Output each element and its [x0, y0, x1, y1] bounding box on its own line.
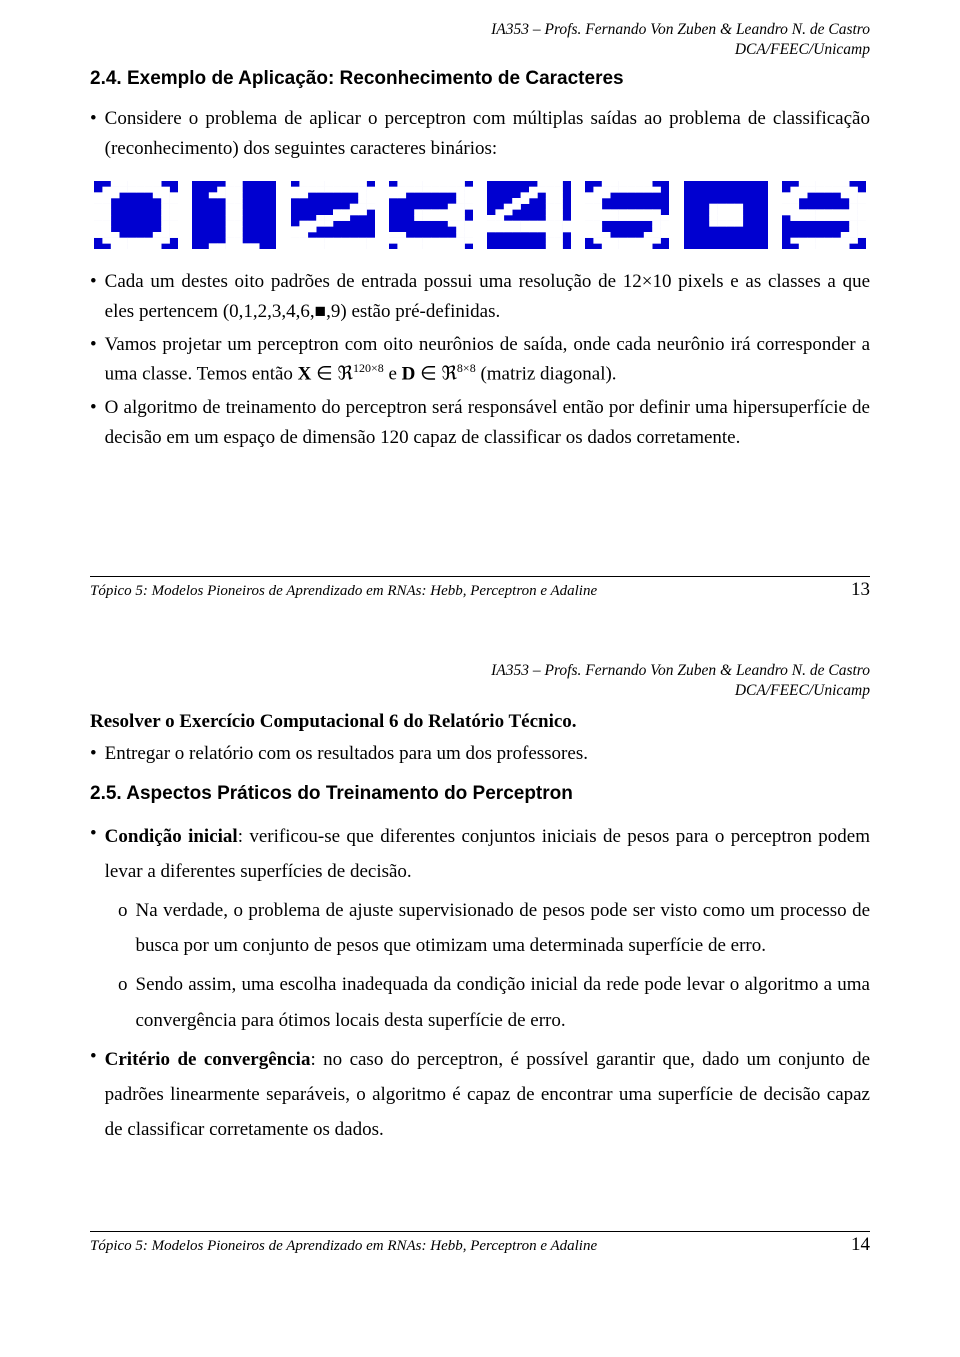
footer-text-2: Tópico 5: Modelos Pioneiros de Aprendiza…	[90, 1238, 597, 1255]
header-meta-2: IA353 – Profs. Fernando Von Zuben & Lean…	[90, 661, 870, 701]
p2-b2-bold: Condição inicial	[105, 826, 238, 847]
bullet-dot: •	[90, 393, 97, 422]
bullet-dot: •	[90, 330, 97, 359]
glyph-c0	[94, 181, 178, 249]
spacer	[90, 1151, 870, 1191]
footer-2: Tópico 5: Modelos Pioneiros de Aprendiza…	[90, 1231, 870, 1256]
b3-in2: ∈ ℜ	[415, 364, 457, 385]
b3-D: D	[402, 364, 416, 385]
b3-exp2: 8×8	[457, 361, 476, 375]
exercise-heading: Resolver o Exercício Computacional 6 do …	[90, 711, 870, 733]
footer-1: Tópico 5: Modelos Pioneiros de Aprendiza…	[90, 576, 870, 601]
bullet-dot: •	[90, 267, 97, 296]
p2-sub2: o Sendo assim, uma escolha inadequada da…	[118, 967, 870, 1037]
p2-sub1-text: Na verdade, o problema de ajuste supervi…	[136, 893, 871, 963]
section-heading-2-5: 2.5. Aspectos Práticos do Treinamento do…	[90, 783, 870, 805]
p2-b3-text: Critério de convergência: no caso do per…	[105, 1042, 870, 1147]
b3-in1: ∈ ℜ	[311, 364, 353, 385]
b3-X: X	[298, 364, 312, 385]
bullet-4: • O algoritmo de treinamento do perceptr…	[90, 393, 870, 452]
p2-bullet-2: • Condição inicial: verificou-se que dif…	[90, 819, 870, 889]
square-glyph: ■	[315, 301, 326, 322]
character-bitmap-row	[90, 181, 870, 249]
page-2: IA353 – Profs. Fernando Von Zuben & Lean…	[0, 611, 960, 1266]
p2-sub1: o Na verdade, o problema de ajuste super…	[118, 893, 870, 963]
bullet-dot: •	[90, 1042, 97, 1071]
bullet-3: • Vamos projetar um perceptron com oito …	[90, 330, 870, 389]
p2-b2-text: Condição inicial: verificou-se que difer…	[105, 819, 870, 889]
p2-bullet-1: • Entregar o relatório com os resultados…	[90, 739, 870, 768]
section-heading-2-4: 2.4. Exemplo de Aplicação: Reconheciment…	[90, 68, 870, 90]
b3-b: (matriz diagonal).	[476, 364, 617, 385]
header-meta: IA353 – Profs. Fernando Von Zuben & Lean…	[90, 20, 870, 60]
page-1: IA353 – Profs. Fernando Von Zuben & Lean…	[0, 0, 960, 611]
bullet-1: • Considere o problema de aplicar o perc…	[90, 104, 870, 163]
b2-b: ,9) estão pré-definidas.	[326, 301, 500, 322]
header-line1-2: IA353 – Profs. Fernando Von Zuben & Lean…	[90, 661, 870, 681]
bullet-2: • Cada um destes oito padrões de entrada…	[90, 267, 870, 326]
glyph-c4	[487, 181, 571, 249]
header-line1: IA353 – Profs. Fernando Von Zuben & Lean…	[90, 20, 870, 40]
p2-b3-bold: Critério de convergência	[105, 1049, 311, 1070]
glyph-c6	[585, 181, 669, 249]
header-line2-2: DCA/FEEC/Unicamp	[90, 681, 870, 701]
b3-e: e	[384, 364, 402, 385]
bullet-2-text: Cada um destes oito padrões de entrada p…	[105, 267, 870, 326]
sub-bullet-o: o	[118, 967, 128, 1002]
glyph-c9	[782, 181, 866, 249]
glyph-c2	[291, 181, 375, 249]
spacer	[90, 456, 870, 536]
bullet-3-text: Vamos projetar um perceptron com oito ne…	[105, 330, 870, 389]
p2-b1-text: Entregar o relatório com os resultados p…	[105, 739, 870, 768]
page-number-14: 14	[851, 1234, 870, 1256]
page-number-13: 13	[851, 579, 870, 601]
glyph-c1	[192, 181, 276, 249]
b3-exp1: 120×8	[353, 361, 384, 375]
glyph-cdot	[684, 181, 768, 249]
sub-bullet-o: o	[118, 893, 128, 928]
bullet-dot: •	[90, 739, 97, 768]
bullet-dot: •	[90, 104, 97, 133]
p2-sub2-text: Sendo assim, uma escolha inadequada da c…	[136, 967, 871, 1037]
bullet-4-text: O algoritmo de treinamento do perceptron…	[105, 393, 870, 452]
bullet-1-text: Considere o problema de aplicar o percep…	[105, 104, 870, 163]
header-line2: DCA/FEEC/Unicamp	[90, 40, 870, 60]
bullet-dot: •	[90, 819, 97, 848]
glyph-c3	[389, 181, 473, 249]
p2-bullet-3: • Critério de convergência: no caso do p…	[90, 1042, 870, 1147]
footer-text-1: Tópico 5: Modelos Pioneiros de Aprendiza…	[90, 583, 597, 600]
